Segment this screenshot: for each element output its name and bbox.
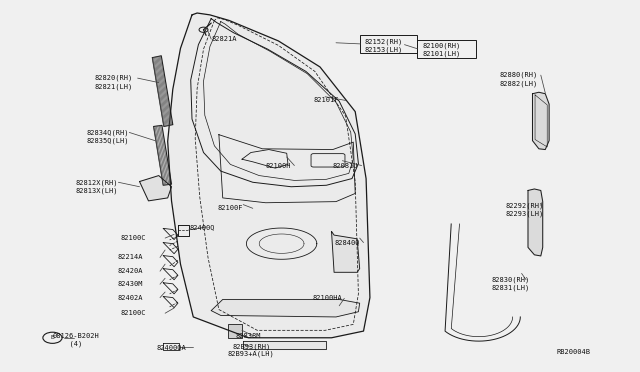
Text: 82101(LH): 82101(LH) xyxy=(422,50,461,57)
Bar xyxy=(360,35,417,53)
Text: 82820(RH): 82820(RH) xyxy=(95,75,133,81)
Text: 82830(RH): 82830(RH) xyxy=(492,276,530,283)
Text: 82B93+A(LH): 82B93+A(LH) xyxy=(228,351,275,357)
Text: 82402A: 82402A xyxy=(117,295,143,301)
Polygon shape xyxy=(332,231,360,272)
Text: 82821A: 82821A xyxy=(211,36,237,42)
Text: 82214A: 82214A xyxy=(117,254,143,260)
Text: B: B xyxy=(51,335,54,340)
Text: (4): (4) xyxy=(61,341,82,347)
Polygon shape xyxy=(243,341,326,349)
Text: 82100C: 82100C xyxy=(120,235,146,241)
Bar xyxy=(228,324,242,338)
Text: 82B93(RH): 82B93(RH) xyxy=(232,343,271,350)
Text: 82838M: 82838M xyxy=(236,333,261,339)
Text: 82100F: 82100F xyxy=(218,205,243,211)
Text: 82420A: 82420A xyxy=(117,268,143,274)
Polygon shape xyxy=(152,56,173,126)
Text: 82430M: 82430M xyxy=(117,281,143,287)
Text: 82813X(LH): 82813X(LH) xyxy=(76,187,118,194)
Text: 82821(LH): 82821(LH) xyxy=(95,83,133,90)
Text: 82882(LH): 82882(LH) xyxy=(499,80,538,87)
Text: 82100(RH): 82100(RH) xyxy=(422,42,461,49)
Text: 82100HA: 82100HA xyxy=(312,295,342,301)
Text: 82880(RH): 82880(RH) xyxy=(499,72,538,78)
Text: 82400QA: 82400QA xyxy=(157,344,186,350)
Text: 82293(LH): 82293(LH) xyxy=(506,210,544,217)
Text: 82153(LH): 82153(LH) xyxy=(365,46,403,53)
Polygon shape xyxy=(140,176,172,201)
Text: 82840Q: 82840Q xyxy=(335,240,360,246)
Polygon shape xyxy=(532,92,549,150)
Text: 82292(RH): 82292(RH) xyxy=(506,202,544,209)
Text: 82400Q: 82400Q xyxy=(189,224,215,230)
Text: RB20004B: RB20004B xyxy=(557,349,591,355)
Text: 82835Q(LH): 82835Q(LH) xyxy=(86,137,129,144)
Text: 82152(RH): 82152(RH) xyxy=(365,38,403,45)
Text: 82834Q(RH): 82834Q(RH) xyxy=(86,129,129,136)
Text: 08126-B202H: 08126-B202H xyxy=(52,333,99,339)
Text: 82101F: 82101F xyxy=(314,97,339,103)
Text: 82812X(RH): 82812X(RH) xyxy=(76,179,118,186)
Text: 82100C: 82100C xyxy=(120,310,146,316)
Bar xyxy=(417,40,476,58)
Polygon shape xyxy=(528,189,543,256)
Text: 82831(LH): 82831(LH) xyxy=(492,285,530,291)
Polygon shape xyxy=(211,299,360,317)
Text: 82081U: 82081U xyxy=(333,163,358,169)
Polygon shape xyxy=(154,125,172,185)
Polygon shape xyxy=(168,13,370,338)
Text: 82100H: 82100H xyxy=(266,163,291,169)
